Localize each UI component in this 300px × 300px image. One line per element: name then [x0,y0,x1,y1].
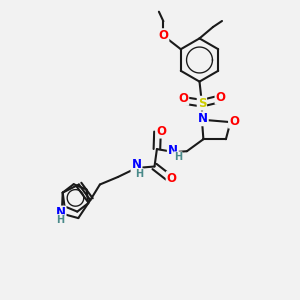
Text: O: O [156,124,167,138]
Text: O: O [229,115,239,128]
Text: N: N [131,158,142,172]
Text: O: O [158,29,168,42]
Text: H: H [135,169,144,179]
Text: N: N [198,112,208,125]
Text: N: N [56,206,66,220]
Text: S: S [198,97,206,110]
Text: O: O [215,91,226,104]
Text: H: H [56,214,64,225]
Text: O: O [178,92,188,105]
Text: H: H [174,152,182,162]
Text: O: O [167,172,177,185]
Text: N: N [168,144,178,157]
